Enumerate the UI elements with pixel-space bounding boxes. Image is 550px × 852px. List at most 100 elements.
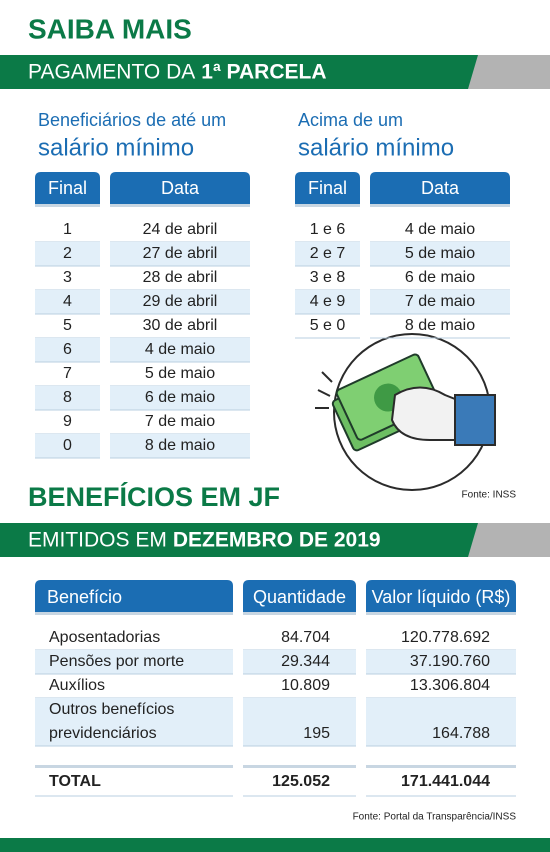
tab-shadow [110, 204, 250, 207]
banner-text: PAGAMENTO DA [28, 61, 195, 84]
banner-text-bold: 1ª PARCELA [201, 61, 326, 84]
tab-shadow [295, 204, 360, 207]
total-rule [366, 765, 516, 768]
cell: 29.344 [281, 653, 330, 670]
cell: 5 e 0 [310, 317, 346, 334]
total-cell: 125.052 [272, 773, 330, 790]
tab-shadow [35, 612, 233, 615]
cell: 195 [303, 725, 330, 742]
cell: 1 e 6 [310, 221, 346, 238]
source: Fonte: Portal da Transparência/INSS [353, 812, 517, 823]
total-rule [243, 765, 356, 768]
title: SAIBA MAIS [28, 13, 192, 44]
cell: 30 de abril [143, 317, 218, 334]
section-title: BENEFÍCIOS EM JF [28, 481, 280, 512]
cell: 8 [63, 389, 72, 406]
header-tab [370, 172, 510, 206]
table-heading: Beneficiários de até um [38, 110, 226, 130]
footer-bar [0, 838, 550, 852]
cell: Auxílios [49, 677, 105, 694]
header-tab [35, 580, 233, 614]
source: Fonte: INSS [462, 490, 517, 501]
total-cell: TOTAL [49, 773, 101, 790]
header-tab [295, 172, 360, 206]
cell: 10.809 [281, 677, 330, 694]
table-heading: Acima de um [298, 110, 403, 130]
cell: 9 [63, 413, 72, 430]
cell: 4 de maio [405, 221, 475, 238]
cell: 6 [63, 341, 72, 358]
cell: 0 [63, 437, 72, 454]
cell: 120.778.692 [401, 629, 490, 646]
row-band [110, 242, 250, 266]
header-tab [35, 172, 100, 206]
cell: Aposentadorias [49, 629, 160, 646]
cell: 2 [63, 245, 72, 262]
cell: 5 de maio [405, 245, 475, 262]
banner [0, 523, 478, 557]
header-tab [366, 580, 516, 614]
row-band [370, 290, 510, 314]
row-band [295, 290, 360, 314]
illustration [315, 333, 496, 491]
banner-text-bold: DEZEMBRO DE 2019 [173, 529, 381, 552]
row-band [35, 290, 100, 314]
cell: 8 de maio [145, 437, 215, 454]
cell: 24 de abril [143, 221, 218, 238]
tab-shadow [35, 204, 100, 207]
banner [0, 55, 478, 89]
row-band [35, 338, 100, 362]
row-band [110, 386, 250, 410]
cell: 3 e 8 [310, 269, 346, 286]
row-band [35, 242, 100, 266]
cell: 27 de abril [143, 245, 218, 262]
cell: 3 [63, 269, 72, 286]
tab-shadow [370, 204, 510, 207]
cell: 1 [63, 221, 72, 238]
cell: 13.306.804 [410, 677, 490, 694]
cell: 37.190.760 [410, 653, 490, 670]
cell: 7 [63, 365, 72, 382]
tab-shadow [366, 612, 516, 615]
column-header: Final [308, 178, 347, 198]
banner-text: EMITIDOS EM [28, 529, 167, 552]
table-heading: salário mínimo [38, 134, 194, 161]
row-band [110, 338, 250, 362]
row-band [295, 242, 360, 266]
total-rule [35, 765, 233, 768]
cell: 29 de abril [143, 293, 218, 310]
cell: Outros benefícios [49, 701, 174, 718]
header-tab [243, 580, 356, 614]
row-band [110, 434, 250, 458]
row-band [366, 698, 516, 746]
row-band [35, 434, 100, 458]
column-header: Benefício [47, 587, 122, 607]
row-band [243, 698, 356, 746]
cell: 5 de maio [145, 365, 215, 382]
cell: previdenciários [49, 725, 157, 742]
row-band [243, 650, 356, 674]
cell: Pensões por morte [49, 653, 184, 670]
cell: 4 [63, 293, 72, 310]
column-header: Data [161, 178, 200, 198]
row-band [366, 650, 516, 674]
cell: 4 e 9 [310, 293, 346, 310]
cell: 2 e 7 [310, 245, 346, 262]
total-cell: 171.441.044 [401, 773, 490, 790]
header-tab [110, 172, 250, 206]
row-band [110, 290, 250, 314]
tab-shadow [243, 612, 356, 615]
cell: 6 de maio [145, 389, 215, 406]
row-band [35, 650, 233, 674]
column-header: Data [421, 178, 460, 198]
row-band [35, 698, 233, 746]
cell: 164.788 [432, 725, 490, 742]
column-header: Final [48, 178, 87, 198]
column-header: Quantidade [253, 587, 346, 607]
cell: 8 de maio [405, 317, 475, 334]
cell: 5 [63, 317, 72, 334]
cell: 4 de maio [145, 341, 215, 358]
cell: 84.704 [281, 629, 330, 646]
cell: 7 de maio [145, 413, 215, 430]
